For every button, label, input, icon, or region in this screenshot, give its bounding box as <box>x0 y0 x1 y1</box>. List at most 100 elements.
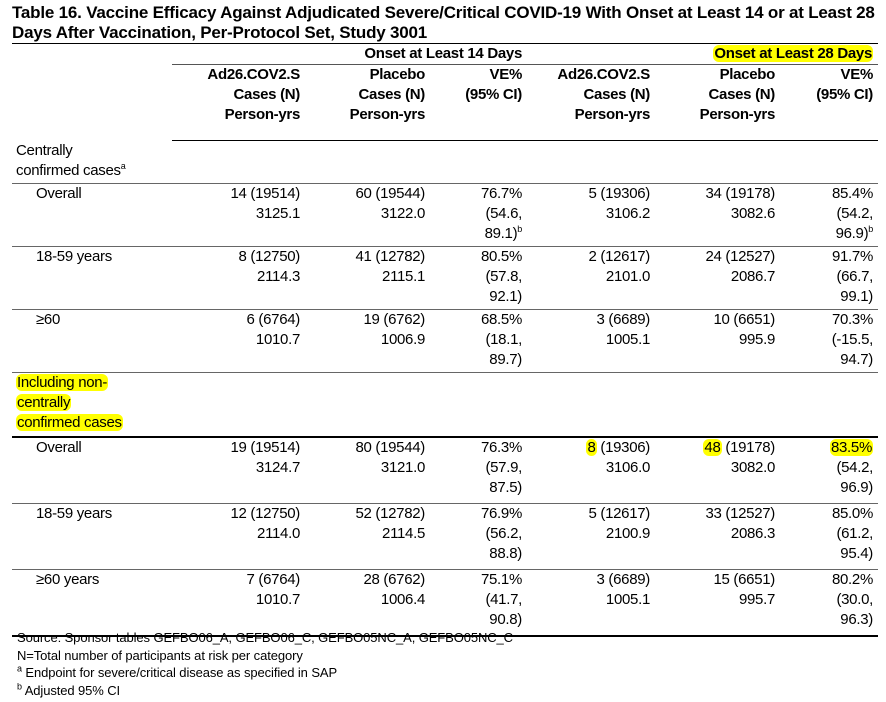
data-cell: 76.3% (57.9, 87.5) <box>430 436 527 504</box>
cell-value: (54.6, <box>485 204 522 222</box>
footnote: Source: Sponsor tables GEFBO06_A, GEFBO0… <box>17 629 513 647</box>
cell-line: (30.0, <box>780 590 873 610</box>
data-cell: 28 (6762) 1006.4 <box>305 569 430 637</box>
cell-value: (66.7, <box>836 267 873 285</box>
cell-line: 90.8) <box>430 610 522 630</box>
group-label: Onset at Least 28 Days <box>713 45 873 62</box>
cell-line: 2114.0 <box>172 524 300 544</box>
section-label-line: centrally <box>16 393 167 413</box>
data-cell: 80 (19544) 3121.0 <box>305 436 430 504</box>
table-row: ≥60 years 7 (6764) 1010.7 28 (6762) 1006.4 75… <box>12 569 878 637</box>
cell-value: 15 (6651) <box>713 570 775 588</box>
column-header-line: Placebo <box>719 66 776 83</box>
data-cell: 3 (6689) 1005.1 <box>527 309 655 373</box>
cell-value: 3 (6689) <box>596 310 651 328</box>
column-header: Ad26.COV2.S Cases (N) Person-yrs <box>527 64 655 141</box>
column-header: VE% (95% CI) <box>780 64 878 141</box>
data-cell: 2 (12617) 2101.0 <box>527 246 655 310</box>
cell-line: 995.7 <box>655 590 775 610</box>
cell-value: 5 (19306) <box>588 184 650 202</box>
cell-value: 2100.9 <box>605 524 650 542</box>
cell-line: 87.5) <box>430 478 522 498</box>
footnote-text: N=Total number of participants at risk p… <box>17 647 303 663</box>
cell-value: 2101.0 <box>605 267 650 285</box>
blank-cell <box>430 140 527 184</box>
data-cell: 85.0% (61.2, 95.4) <box>780 503 878 570</box>
cell-value: 2114.0 <box>257 524 300 542</box>
footnotes: Source: Sponsor tables GEFBO06_A, GEFBO0… <box>17 629 513 699</box>
blank-cell <box>655 372 780 438</box>
cell-value: 80 (19544) <box>355 438 425 456</box>
cell-value: 33 (12527) <box>705 504 775 522</box>
column-header-line: (95% CI) <box>816 86 873 103</box>
cell-value: 96.3) <box>840 610 873 628</box>
table-row: 18-59 years 12 (12750) 2114.0 52 (12782) 211… <box>12 503 878 570</box>
efficacy-table: Onset at Least 14 Days Onset at Least 28 … <box>12 43 878 637</box>
cell-value: (57.8, <box>485 267 522 285</box>
cell-value: 1005.1 <box>605 590 650 608</box>
footnote-marker: b <box>868 223 873 234</box>
cell-value: 70.3% <box>831 310 873 328</box>
blank-cell <box>780 140 878 184</box>
section-label-text: confirmed cases <box>16 161 121 179</box>
column-header-line: VE% <box>489 66 523 83</box>
cell-line: (-15.5, <box>780 330 874 350</box>
cell-value: 92.1) <box>489 287 522 305</box>
cell-value: 99.1) <box>840 287 873 305</box>
cell-line: 2 (12617) <box>527 247 650 267</box>
data-cell: 76.9% (56.2, 88.8) <box>430 503 527 570</box>
cell-line: 1010.7 <box>172 330 300 350</box>
cell-value: 7 (6764) <box>246 570 301 588</box>
cell-value: 89.7) <box>489 350 522 368</box>
cell-line: 3106.0 <box>527 458 650 478</box>
section-label-text: confirmed cases <box>16 413 123 431</box>
cell-value: 34 (19178) <box>705 184 775 202</box>
group-header: Onset at Least 14 Days <box>172 43 527 65</box>
blank-cell <box>655 140 780 184</box>
data-cell: 19 (19514) 3124.7 <box>172 436 305 504</box>
cell-line: 99.1) <box>780 287 873 307</box>
footnote-marker: a <box>17 663 22 674</box>
data-cell: 80.2% (30.0, 96.3) <box>780 569 878 637</box>
cell-line: 34 (19178) <box>655 184 775 204</box>
cell-line: 52 (12782) <box>305 504 425 524</box>
data-cell: 15 (6651) 995.7 <box>655 569 780 637</box>
cell-line: (57.9, <box>430 458 522 478</box>
cell-value: 94.7) <box>840 350 873 368</box>
cell-value: 2086.3 <box>730 524 775 542</box>
cell-value: 95.4) <box>840 544 873 562</box>
column-header-line: Person-yrs <box>224 106 301 123</box>
cell-line: 3125.1 <box>172 204 300 224</box>
footnote: N=Total number of participants at risk p… <box>17 647 513 665</box>
cell-value: 6 (6764) <box>246 310 301 328</box>
data-cell: 68.5% (18.1, 89.7) <box>430 309 527 373</box>
section-label-line: Including non- <box>16 373 167 393</box>
section-label-text: Centrally <box>16 141 73 159</box>
highlighted-value: 83.5% <box>829 438 873 456</box>
cell-line: (66.7, <box>780 267 873 287</box>
blank-cell <box>305 140 430 184</box>
cell-value: 3121.0 <box>380 458 425 476</box>
cell-value: 3124.7 <box>255 458 300 476</box>
cell-line: 2101.0 <box>527 267 650 287</box>
blank-cell <box>527 140 655 184</box>
cell-line: 28 (6762) <box>305 570 425 590</box>
cell-line: 1010.7 <box>172 590 300 610</box>
cell-value: 3082.6 <box>730 204 775 222</box>
cell-value: 90.8) <box>489 610 522 628</box>
cell-line: 3121.0 <box>305 458 425 478</box>
column-header-line: VE% <box>840 66 874 83</box>
cell-value: 2114.5 <box>382 524 425 542</box>
cell-value: 3106.0 <box>605 458 650 476</box>
cell-line: 2086.3 <box>655 524 775 544</box>
section-label-line: confirmed cases <box>16 413 167 433</box>
data-cell: 60 (19544) 3122.0 <box>305 183 430 247</box>
cell-value: 19 (19514) <box>230 438 300 456</box>
group-header: Onset at Least 28 Days <box>527 43 878 65</box>
footnote-marker: a <box>120 160 126 171</box>
cell-value-rest: (19178) <box>721 438 775 456</box>
cell-line: 83.5% <box>780 438 873 458</box>
cell-line: 24 (12527) <box>655 247 775 267</box>
cell-line: 3082.6 <box>655 204 775 224</box>
cell-value: 2086.7 <box>730 267 775 285</box>
